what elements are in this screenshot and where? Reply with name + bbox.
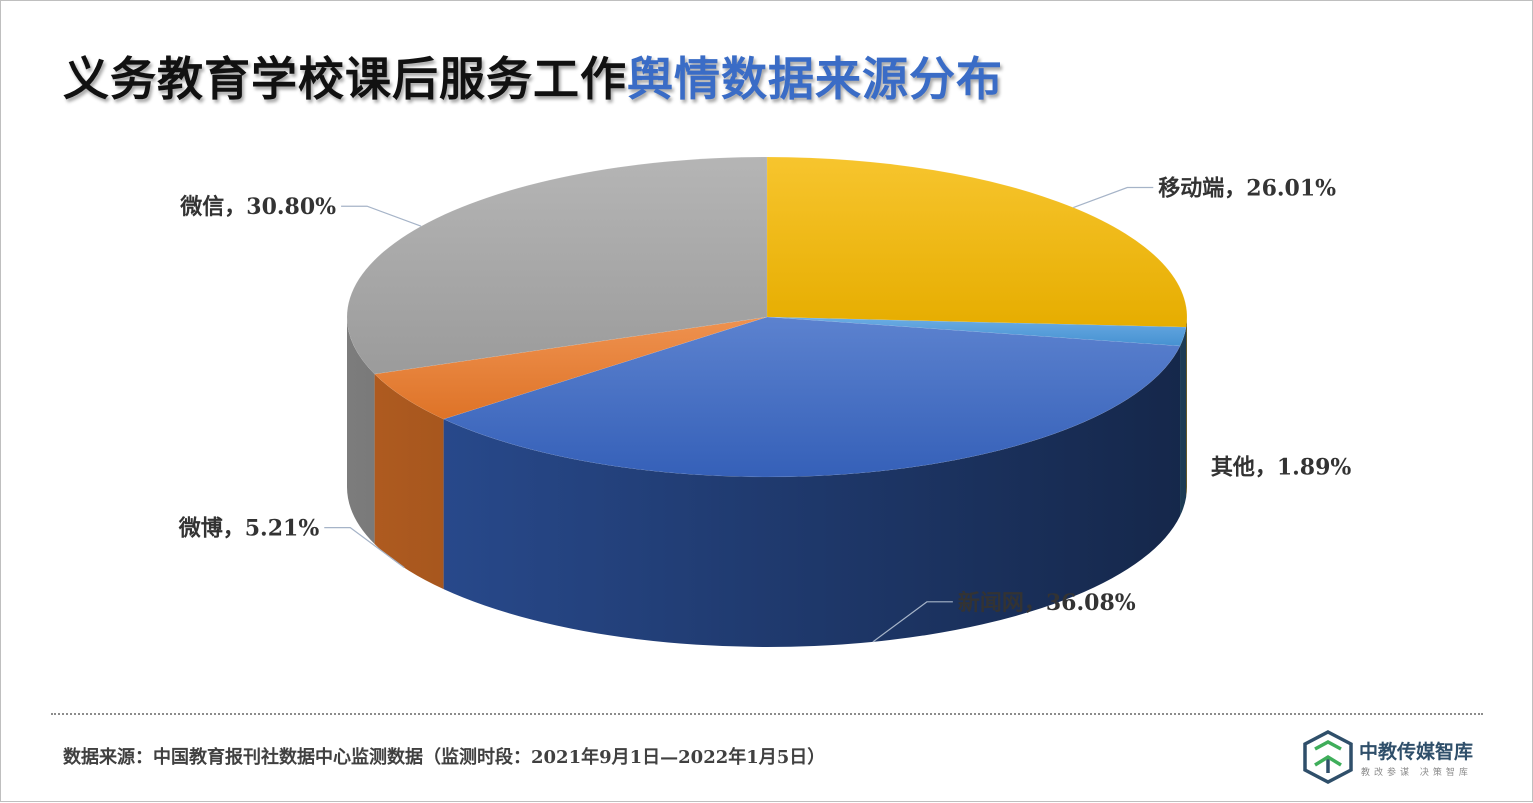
slice-e585b6e4bb96-label: 其他，1.89% bbox=[1211, 455, 1352, 481]
slice-e7a7bbe58aa8e7abaf-leader-line bbox=[1073, 186, 1154, 209]
hexagon-cube-icon bbox=[1303, 730, 1353, 784]
slice-e7a7bbe58aa8e7abaf-side bbox=[1186, 317, 1187, 498]
slice-e5beaee4bfa1-leader-line bbox=[341, 205, 422, 227]
slice-e5beaee58d9a-label: 微博，5.21% bbox=[178, 516, 320, 542]
logo-tagline: 教改参谋 决策智库 bbox=[1361, 768, 1472, 778]
pie-labels: 移动端，26.01% 其他，1.89% 新闻网，36.08% 微博，5.21% 微信，3… bbox=[178, 176, 1352, 616]
slice-e696b0e997bbe7bd91-label: 新闻网，36.08% bbox=[958, 590, 1136, 616]
chart-title: 义务教育学校课后服务工作舆情数据来源分布 bbox=[63, 43, 1003, 109]
slice-e696b0e997bbe7bd91-side bbox=[443, 346, 1181, 648]
brand-logo: 中教传媒智库 教改参谋 决策智库 bbox=[1301, 729, 1491, 789]
pie-leader-lines bbox=[324, 186, 1154, 643]
slice-e696b0e997bbe7bd91-top bbox=[442, 316, 1181, 478]
chart-title-part2: 舆情数据来源分布 bbox=[627, 52, 1003, 106]
pie-sides bbox=[347, 317, 1187, 648]
chart-title-part1: 义务教育学校课后服务工作 bbox=[63, 52, 627, 106]
slice-e5beaee4bfa1-side bbox=[347, 317, 375, 545]
slice-e5beaee58d9a-leader-line bbox=[324, 527, 405, 569]
slice-e5beaee58d9a-top bbox=[374, 316, 768, 420]
slice-e5beaee4bfa1-label: 微信，30.80% bbox=[179, 194, 336, 220]
slice-e5beaee58d9a-side bbox=[374, 374, 444, 590]
logo-name: 中教传媒智库 bbox=[1359, 741, 1474, 763]
slice-e7a7bbe58aa8e7abaf-top bbox=[766, 156, 1188, 328]
footer-divider bbox=[51, 713, 1483, 715]
slice-e585b6e4bb96-top bbox=[766, 316, 1187, 347]
pie-tops bbox=[346, 156, 1188, 478]
slice-e696b0e997bbe7bd91-leader-line bbox=[872, 601, 953, 643]
slice-e7a7bbe58aa8e7abaf-label: 移动端，26.01% bbox=[1158, 176, 1336, 202]
slice-e585b6e4bb96-side bbox=[1180, 327, 1187, 517]
data-source-note: 数据来源：中国教育报刊社数据中心监测数据（监测时段：2021年9月1日—2022… bbox=[63, 747, 826, 768]
